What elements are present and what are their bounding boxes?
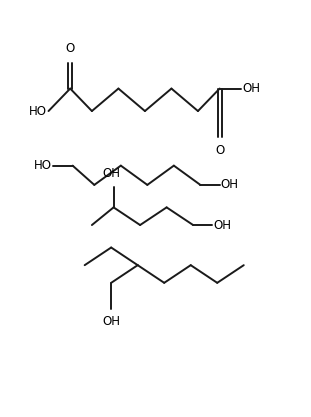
Text: OH: OH — [221, 178, 239, 191]
Text: HO: HO — [34, 159, 52, 172]
Text: OH: OH — [214, 219, 232, 231]
Text: O: O — [66, 43, 75, 55]
Text: O: O — [215, 144, 224, 157]
Text: OH: OH — [102, 315, 120, 328]
Text: OH: OH — [102, 167, 120, 180]
Text: HO: HO — [29, 105, 47, 118]
Text: OH: OH — [243, 82, 261, 95]
